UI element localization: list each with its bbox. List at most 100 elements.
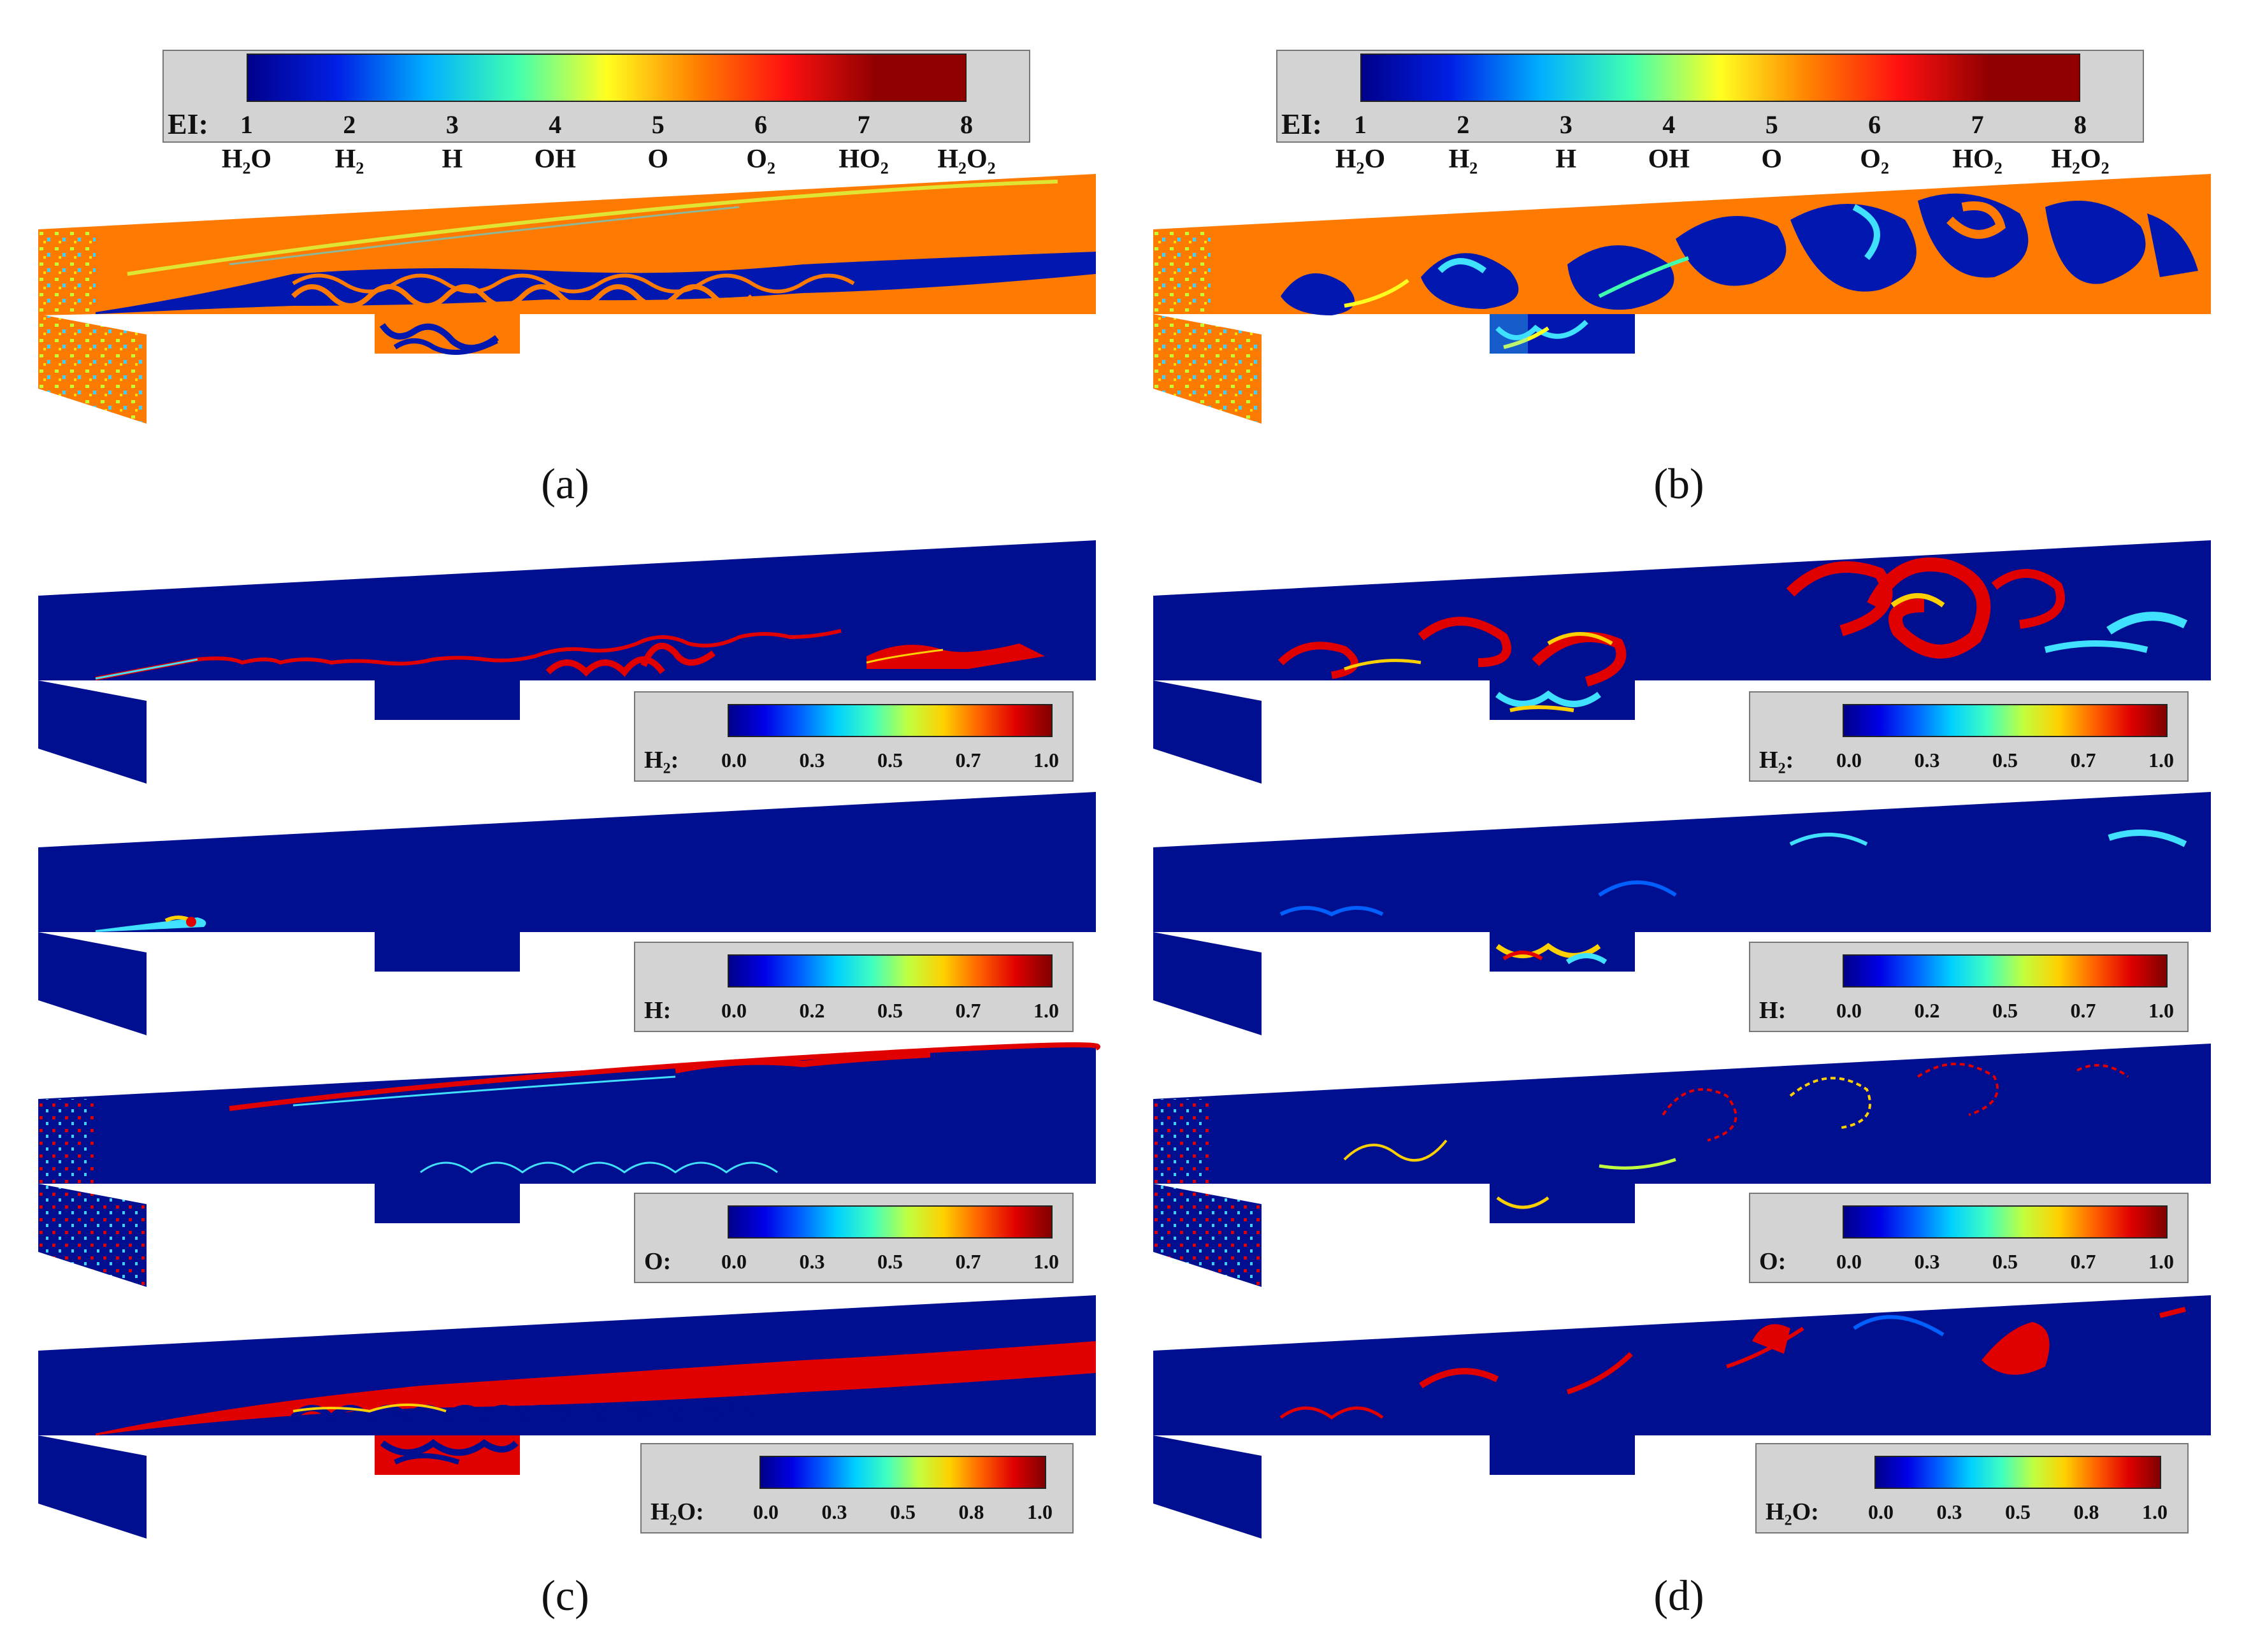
ei-species-label: H: [1555, 145, 1577, 174]
ei-species-label: O: [1761, 145, 1783, 174]
legend-variable-label: H2:: [644, 747, 679, 777]
ei-tick-label: 4: [549, 110, 562, 139]
colorbar: [1874, 1456, 2161, 1489]
caption-b: (b): [1653, 459, 1704, 508]
colorbar: [1843, 954, 2168, 988]
legend-tick-label: 0.0: [1836, 749, 1862, 772]
ei-colorbar: [1360, 54, 2080, 102]
colorbar: [728, 704, 1053, 737]
legend-tick-label: 0.5: [877, 999, 903, 1022]
colorbar: [728, 1205, 1053, 1239]
legend-tick-label: 0.0: [1836, 1250, 1862, 1273]
ei-species-label: O: [647, 145, 669, 174]
legend-tick-label: 0.7: [2070, 749, 2096, 772]
legend-tick-label: 0.0: [1836, 999, 1862, 1022]
ei-species-label: H2O: [221, 145, 272, 178]
ei-colorbar-segment: [427, 55, 518, 101]
legend-variable-label: H:: [1759, 997, 1787, 1024]
legend-variable-label: O:: [1759, 1248, 1787, 1275]
ei-tick-label: 2: [343, 110, 356, 139]
ei-species-label: HO2: [1952, 145, 2003, 178]
legend-tick-label: 1.0: [1033, 1250, 1059, 1273]
panel-d-h2o-field: [1153, 1295, 2211, 1539]
legend-tick-label: 1.0: [2148, 1250, 2174, 1273]
legend-tick-label: 1.0: [1033, 749, 1059, 772]
legend-tick-label: 0.2: [1914, 999, 1940, 1022]
legend-variable-label: H2O:: [651, 1498, 704, 1529]
legend-h2-c: H2: 0.0 0.3 0.5 0.7 1.0: [634, 691, 1074, 782]
ei-tick-label: 4: [1662, 110, 1676, 139]
legend-tick-label: 1.0: [1033, 999, 1059, 1022]
ei-species-label: OH: [1648, 145, 1690, 174]
caption-d: (d): [1653, 1571, 1704, 1620]
ei-tick-label: 5: [651, 110, 665, 139]
legend-o-d: O: 0.0 0.3 0.5 0.7 1.0: [1749, 1193, 2189, 1283]
ei-colorbar-segment: [1362, 55, 1452, 101]
legend-tick-label: 1.0: [2148, 999, 2174, 1022]
legend-h2o-c: H2O: 0.0 0.3 0.5 0.8 1.0: [640, 1443, 1074, 1533]
panel-d-h2-field: [1153, 540, 2211, 784]
legend-variable-label: H2O:: [1766, 1498, 1819, 1529]
colorbar: [1843, 704, 2168, 737]
ei-species-label: HO2: [838, 145, 889, 178]
panel-c-o-field: [38, 1042, 1100, 1287]
ei-species-label: O2: [1860, 145, 1889, 178]
legend-tick-label: 0.7: [2070, 999, 2096, 1022]
ei-tick-label: 8: [2074, 110, 2087, 139]
ei-tick-label: 6: [1868, 110, 1881, 139]
legend-variable-label: H:: [644, 997, 672, 1024]
legend-tick-label: 1.0: [2142, 1500, 2168, 1523]
legend-tick-label: 0.7: [2070, 1250, 2096, 1273]
legend-tick-label: 1.0: [1027, 1500, 1053, 1523]
legend-tick-label: 0.8: [958, 1500, 984, 1523]
legend-h-c: H: 0.0 0.2 0.5 0.7 1.0: [634, 942, 1074, 1032]
ei-tick-label: 2: [1456, 110, 1470, 139]
legend-tick-label: 0.5: [1992, 1250, 2018, 1273]
legend-h-d: H: 0.0 0.2 0.5 0.7 1.0: [1749, 942, 2189, 1032]
ei-tick-label: 1: [240, 110, 253, 139]
ei-tick-label: 3: [1559, 110, 1572, 139]
caption-a: (a): [541, 459, 589, 508]
ei-colorbar-segment: [517, 55, 607, 101]
legend-h2o-d: H2O: 0.0 0.3 0.5 0.8 1.0: [1755, 1443, 2189, 1533]
ei-colorbar-segment: [1899, 55, 1990, 101]
ei-label: EI:: [168, 108, 208, 140]
ei-colorbar-segment: [786, 55, 877, 101]
colorbar: [728, 954, 1053, 988]
panel-a-ei-field: [38, 174, 1096, 424]
ei-species-label: H2: [334, 145, 364, 178]
ei-species-label: H2O2: [2051, 145, 2110, 178]
legend-tick-label: 0.5: [1992, 749, 2018, 772]
ei-colorbar-segment: [248, 55, 338, 101]
caption-c: (c): [541, 1571, 589, 1620]
legend-tick-label: 0.5: [877, 749, 903, 772]
panel-b-ei-field: [1153, 174, 2211, 424]
colorbar: [759, 1456, 1046, 1489]
ei-tick-label: 8: [960, 110, 973, 139]
panel-c-h-field: [38, 792, 1096, 1035]
legend-tick-label: 0.3: [821, 1500, 847, 1523]
ei-label: EI:: [1281, 108, 1322, 140]
legend-tick-label: 0.3: [1936, 1500, 1962, 1523]
legend-tick-label: 0.0: [1868, 1500, 1894, 1523]
ei-tick-label: 1: [1354, 110, 1367, 139]
legend-h2-d: H2: 0.0 0.3 0.5 0.7 1.0: [1749, 691, 2189, 782]
ei-colorbar-segment: [337, 55, 428, 101]
ei-species-label: H2O2: [937, 145, 996, 178]
ei-colorbar-segment: [607, 55, 697, 101]
ei-colorbar-segment: [696, 55, 787, 101]
legend-tick-label: 0.5: [2005, 1500, 2031, 1523]
ei-species-label: H: [442, 145, 463, 174]
ei-colorbar-segment: [1630, 55, 1721, 101]
ei-legend-b: EI: 1 H2O 2 H2 3 H 4 OH 5 O 6 O2 7 HO2 8 H2O2: [1276, 50, 2144, 177]
legend-o-c: O: 0.0 0.3 0.5 0.7 1.0: [634, 1193, 1074, 1283]
ei-colorbar-segment: [1541, 55, 1632, 101]
ei-tick-label: 5: [1765, 110, 1778, 139]
ei-tick-label: 7: [1971, 110, 1984, 139]
ei-legend-a: EI: 1 H2O 2 H2 3 H 4 OH 5 O 6 O2 7 HO2 8 H2O2: [162, 50, 1030, 177]
ei-tick-label: 7: [857, 110, 870, 139]
ei-colorbar: [247, 54, 967, 102]
legend-tick-label: 0.5: [1992, 999, 2018, 1022]
panel-c-h2-field: [38, 540, 1096, 784]
ei-tick-label: 6: [754, 110, 768, 139]
